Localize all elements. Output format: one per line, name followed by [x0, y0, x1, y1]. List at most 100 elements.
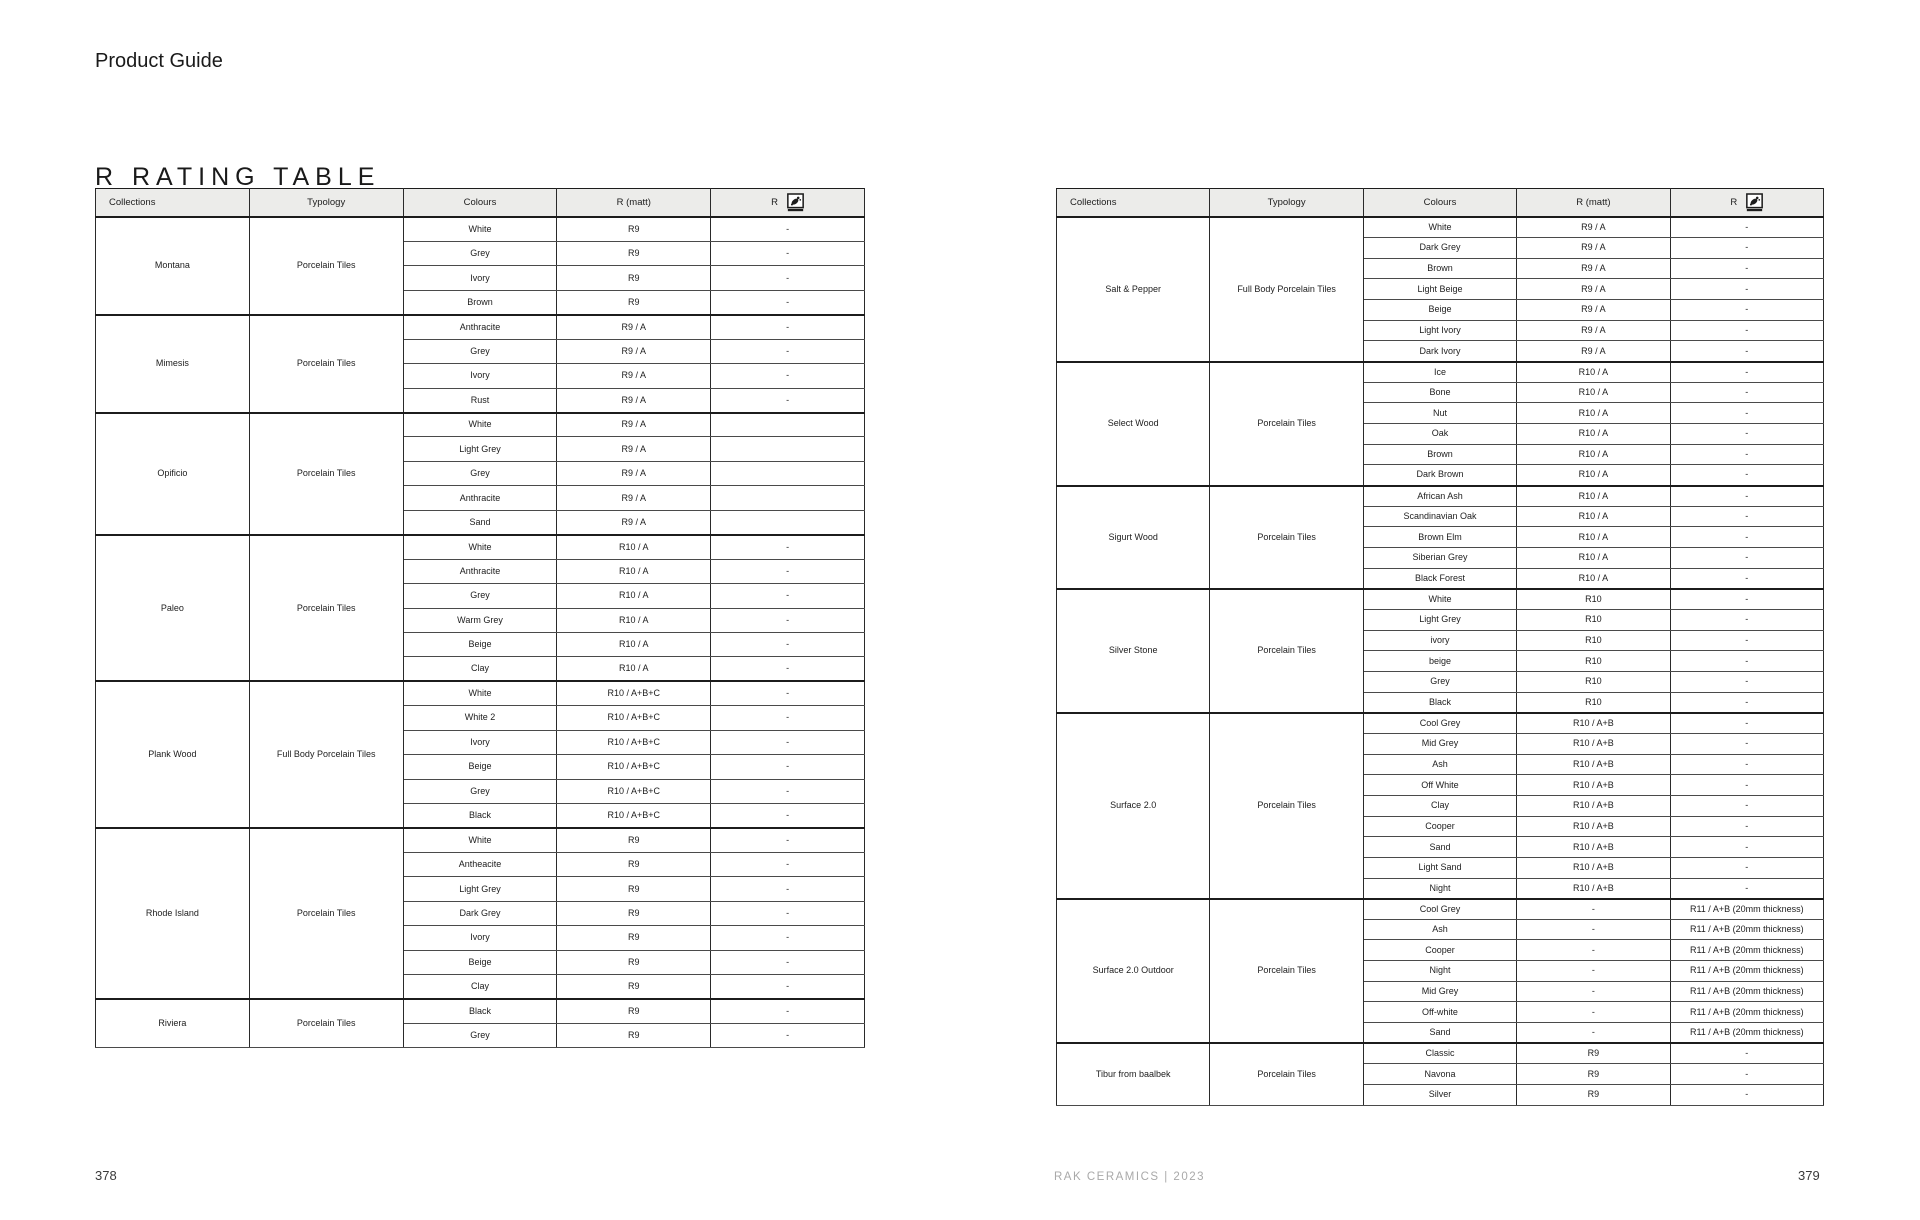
r-matt-cell: R10	[1516, 691, 1671, 714]
r-barefoot-cell: -	[1669, 608, 1825, 631]
r-matt-cell: R9	[556, 949, 712, 976]
typology-cell: Porcelain Tiles	[248, 533, 404, 682]
colour-cell: Light Grey	[1362, 608, 1518, 631]
r-barefoot-cell: -	[1669, 464, 1825, 487]
r-barefoot-cell: -	[1669, 836, 1825, 858]
r-barefoot-cell: -	[710, 313, 865, 340]
r-barefoot-cell: -	[710, 215, 865, 242]
r-matt-cell: R9	[556, 265, 712, 291]
table-row: Oak R10 / A-	[1057, 423, 1825, 445]
column-header-r-matt: R (matt)	[556, 188, 712, 218]
colour-cell: Ice	[1362, 360, 1518, 383]
r-matt-cell: R10 / A+B	[1516, 815, 1671, 838]
r-barefoot-cell: -	[710, 778, 865, 805]
table-row: Mimesis Porcelain Tiles Anthracite R9 / A-	[95, 313, 865, 413]
page-kicker: Product Guide	[95, 50, 223, 72]
colour-cell: White	[1362, 216, 1518, 239]
r-matt-cell: R10 / A	[1516, 443, 1671, 466]
r-barefoot-cell: -	[710, 826, 865, 853]
table-row: Clay R9-	[96, 974, 865, 1000]
r-matt-cell: R10 / A+B	[1516, 877, 1671, 900]
colour-cell: Grey	[402, 240, 558, 267]
r-matt-cell: -	[1516, 1001, 1671, 1024]
typology-cell: Full Body Porcelain Tiles	[1209, 216, 1364, 363]
typology-cell: Porcelain Tiles	[1209, 897, 1364, 1044]
colour-cell: Grey	[402, 1022, 558, 1049]
r-barefoot-cell: -	[1669, 1063, 1825, 1086]
r-barefoot-cell: -	[1669, 629, 1825, 652]
r-matt-cell: R9 / A	[1516, 319, 1671, 342]
r-matt-cell: R10 / A	[1516, 526, 1671, 548]
r-barefoot-cell: -	[1669, 856, 1825, 879]
table-row: Grey R9-	[96, 240, 865, 267]
r-matt-cell: R10 / A+B+C	[556, 802, 712, 829]
r-barefoot-cell: R11 / A+B (20mm thickness)	[1669, 939, 1825, 962]
column-header-r-matt: R (matt)	[1516, 188, 1671, 218]
r-matt-cell: R9 / A	[1516, 278, 1671, 301]
r-matt-cell: R10 / A	[1516, 505, 1671, 528]
r-matt-cell: R10 / A	[556, 558, 712, 585]
column-header-r-barefoot: R	[1669, 188, 1825, 218]
collection-cell: Montana	[95, 216, 250, 316]
colour-cell: Sand	[1362, 836, 1518, 858]
r-matt-cell: R10 / A	[1516, 423, 1671, 445]
table-row: Grey R10 / A-	[96, 583, 865, 609]
table-row: Ivory R9-	[96, 925, 865, 951]
table-row: Dark Ivory R9 / A-	[1057, 340, 1825, 363]
r-barefoot-cell: R11 / A+B (20mm thickness)	[1669, 960, 1825, 982]
collection-cell: Sigurt Wood	[1055, 484, 1211, 590]
r-barefoot-cell: -	[710, 997, 865, 1024]
table-row: Black R10 / A+B+C -	[96, 802, 865, 829]
colour-cell: Clay	[402, 974, 558, 1000]
r-barefoot-cell: -	[1669, 794, 1825, 817]
colour-cell: Mid Grey	[1362, 980, 1518, 1003]
colour-cell: Black Forest	[1362, 567, 1518, 590]
r-barefoot-cell: -	[710, 729, 865, 756]
colour-cell: Light Beige	[1362, 278, 1518, 301]
r-barefoot-label: R	[1730, 196, 1738, 208]
r-matt-cell: R9 / A	[556, 436, 712, 462]
r-barefoot-cell: -	[710, 558, 865, 585]
r-matt-cell: R10 / A	[1516, 402, 1671, 425]
r-matt-cell: R10 / A+B+C	[556, 729, 712, 756]
table-row: Brown R10 / A-	[1057, 443, 1825, 466]
r-matt-cell: R10 / A+B	[1516, 711, 1671, 734]
r-matt-cell: R10	[1516, 629, 1671, 652]
table-row: Ivory R9-	[96, 265, 865, 291]
typology-cell: Porcelain Tiles	[248, 313, 404, 413]
column-header-colours: Colours	[1362, 188, 1518, 218]
r-barefoot-cell	[710, 411, 865, 438]
r-matt-cell: R9	[1516, 1084, 1671, 1106]
colour-cell: Beige	[402, 631, 558, 658]
r-barefoot-cell: R11 / A+B (20mm thickness)	[1669, 918, 1825, 941]
r-matt-cell: R9 / A	[556, 460, 712, 487]
table-row: Grey R9 / A-	[96, 338, 865, 365]
colour-cell: Off-white	[1362, 1001, 1518, 1024]
r-rating-table-left: Collections Typology Colours R (matt) R	[95, 188, 865, 1049]
table-row: Plank Wood Full Body Porcelain Tiles White…	[95, 680, 865, 829]
colour-cell: Brown Elm	[1362, 526, 1518, 548]
colour-cell: Black	[402, 802, 558, 829]
table-row: Anthracite R9 / A	[96, 485, 865, 511]
colour-cell: Sand	[1362, 1022, 1518, 1044]
r-matt-cell: R9	[556, 876, 712, 902]
r-matt-cell: R9 / A	[1516, 216, 1671, 239]
r-matt-cell: R9	[556, 851, 712, 878]
table-row: Beige R10 / A-	[96, 631, 865, 658]
r-barefoot-cell: -	[710, 583, 865, 609]
barefoot-rating-icon	[1746, 193, 1764, 212]
colour-cell: Off White	[1362, 774, 1518, 796]
r-matt-cell: R9	[556, 215, 712, 242]
r-matt-cell: R9	[556, 974, 712, 1000]
colour-cell: Antheacite	[402, 851, 558, 878]
table-row: Paleo Porcelain Tiles White R10 / A-	[95, 533, 865, 682]
colour-cell: Clay	[402, 656, 558, 682]
r-matt-cell: R10 / A	[556, 656, 712, 682]
table-row: Beige R10 / A+B+C -	[96, 754, 865, 780]
colour-cell: White	[402, 411, 558, 438]
table-row: Nut R10 / A-	[1057, 402, 1825, 425]
colour-cell: Rust	[402, 387, 558, 414]
collection-cell: Surface 2.0 Outdoor	[1055, 897, 1211, 1044]
r-barefoot-cell: -	[1669, 257, 1825, 280]
r-matt-cell: R9 / A	[556, 313, 712, 340]
